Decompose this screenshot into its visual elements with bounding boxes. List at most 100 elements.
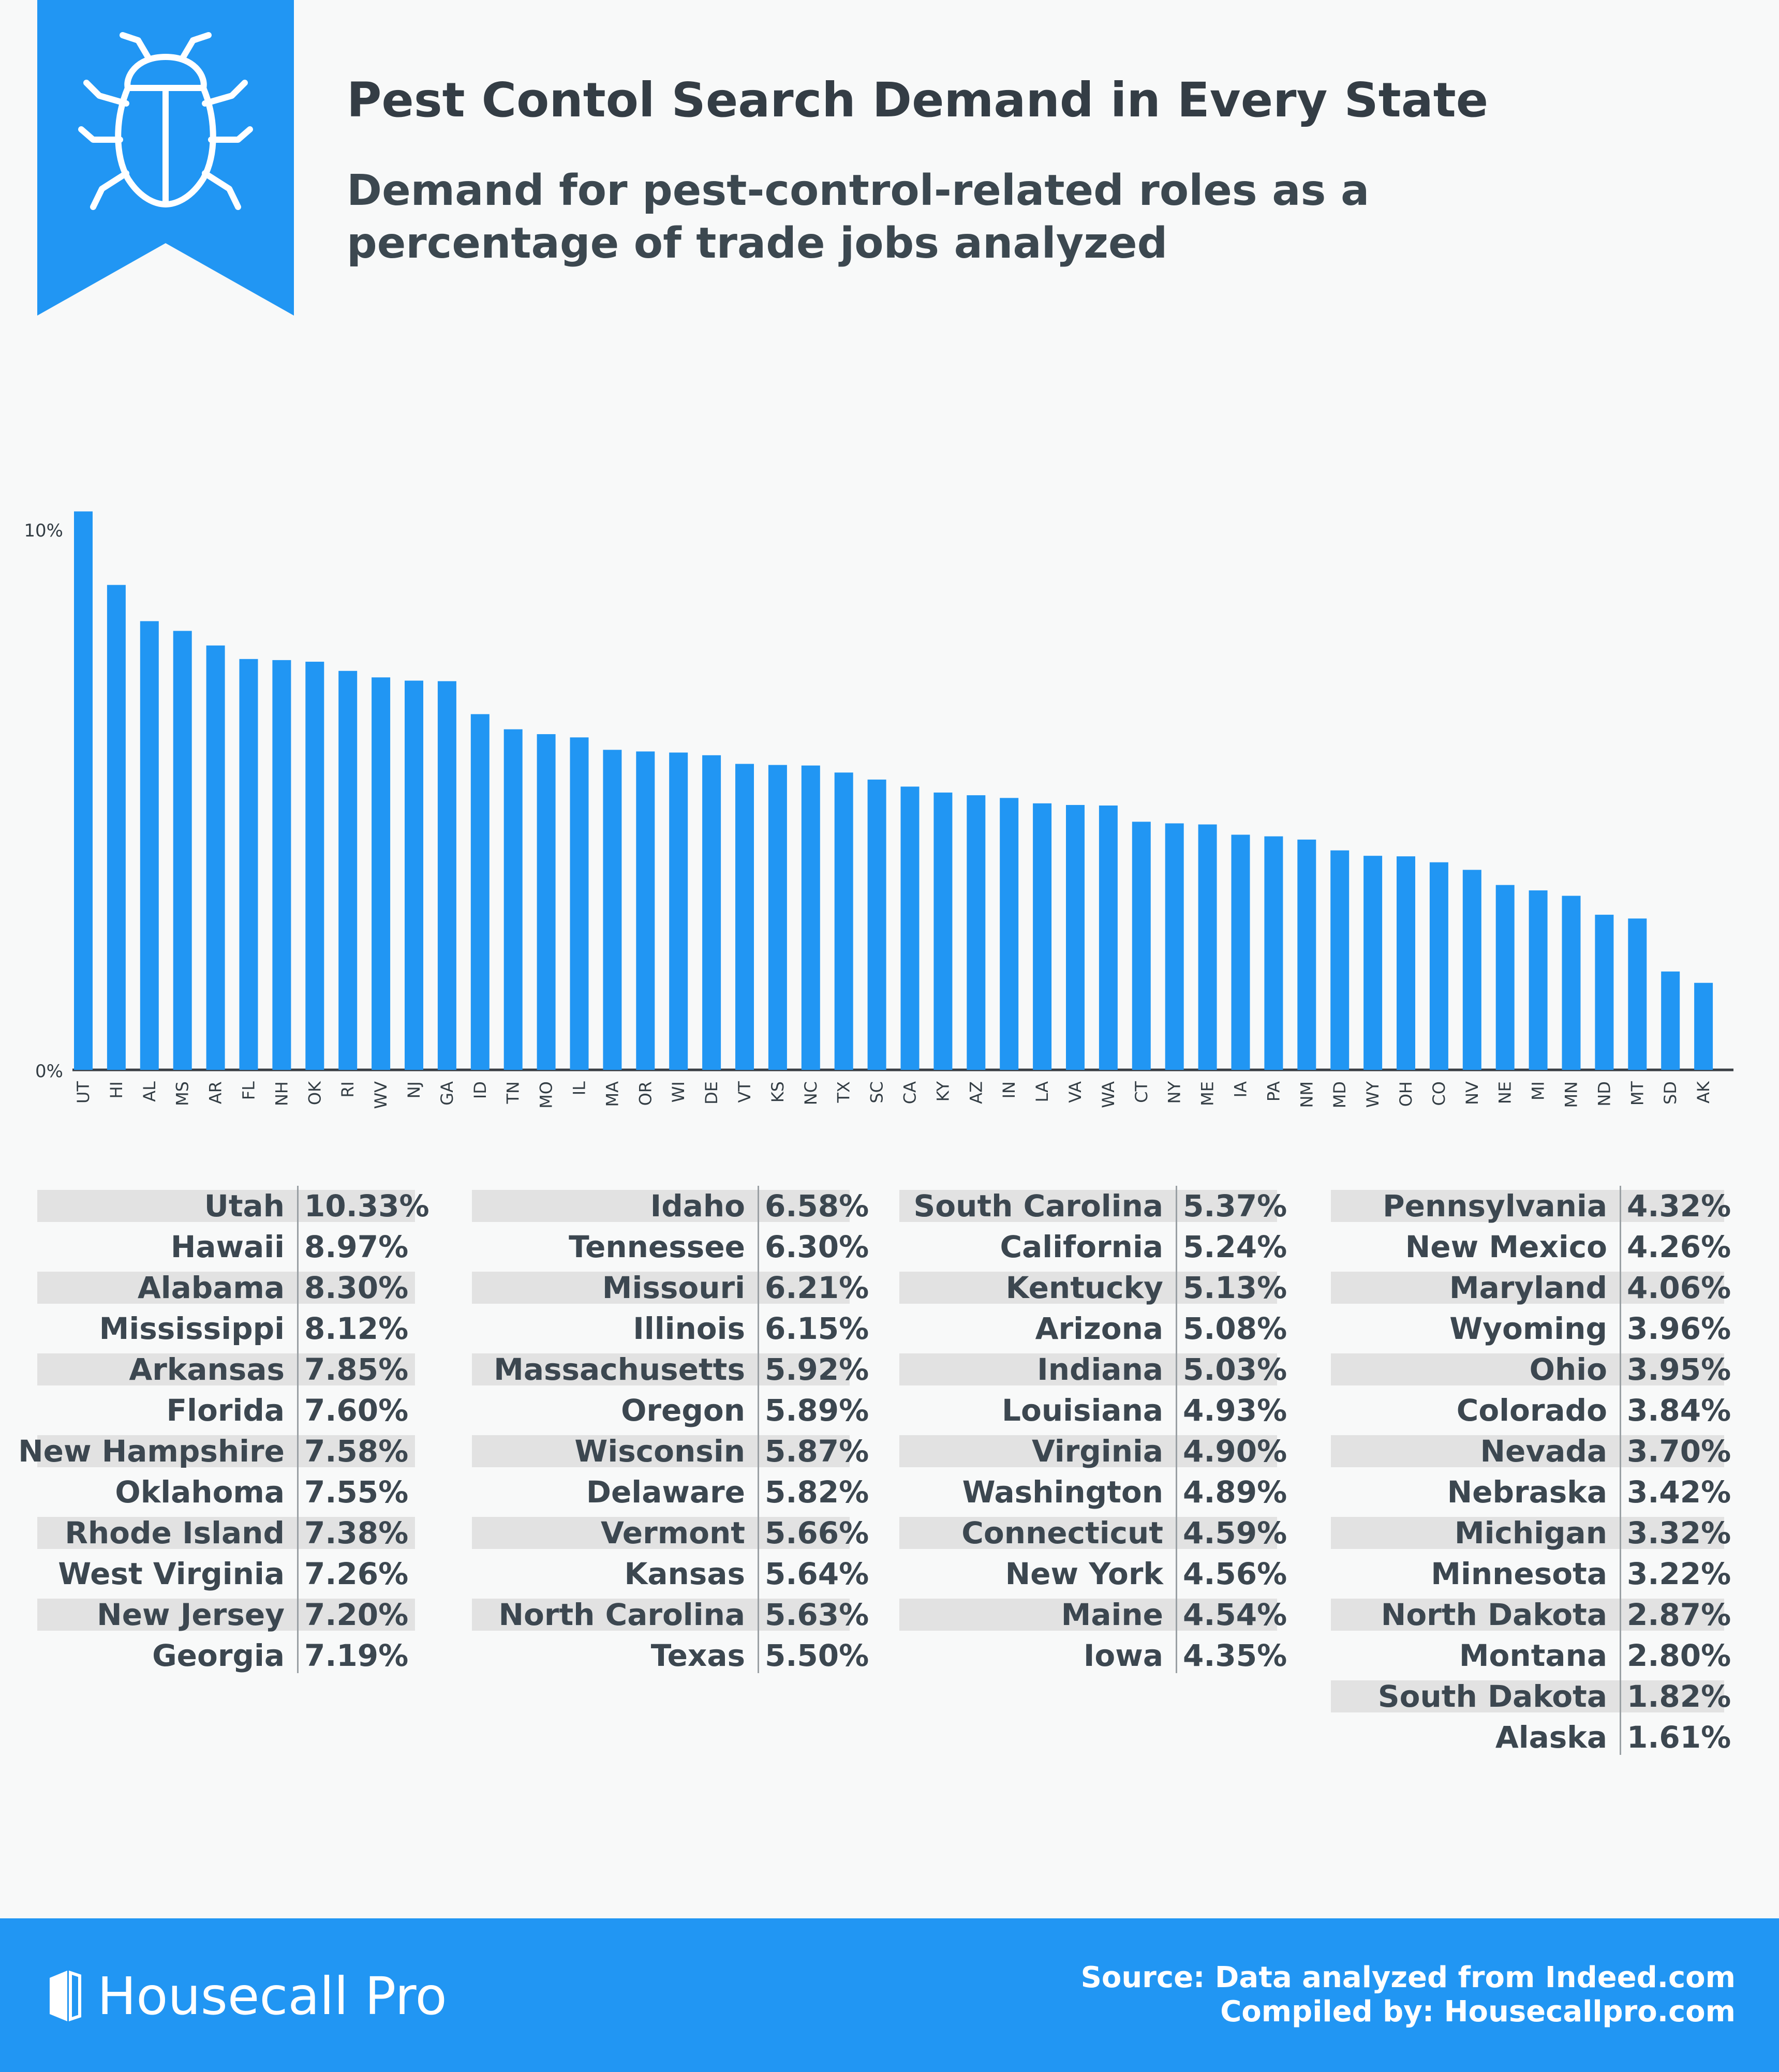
state-name: Oklahoma xyxy=(115,1474,285,1510)
x-tick-label: NC xyxy=(801,1081,821,1105)
state-percentage: 10.33% xyxy=(304,1188,429,1224)
table-row: Pennsylvania 4.32% xyxy=(1331,1186,1731,1227)
table-row: Arizona 5.08% xyxy=(899,1308,1287,1349)
bar-ma xyxy=(603,750,622,1070)
row-stripe xyxy=(899,1272,1277,1304)
bar-sd xyxy=(1661,971,1680,1070)
x-tick-label: MA xyxy=(602,1081,622,1107)
state-percentage: 2.80% xyxy=(1627,1638,1731,1673)
table-row: New Hampshire 7.58% xyxy=(18,1431,415,1472)
page-subtitle: Demand for pest-control-related roles as… xyxy=(347,166,1370,268)
state-name: Iowa xyxy=(1083,1638,1163,1673)
state-percentage: 3.22% xyxy=(1627,1556,1731,1591)
table-row: New Jersey 7.20% xyxy=(37,1594,415,1635)
bar-ct xyxy=(1132,822,1151,1070)
table-row: Nebraska 3.42% xyxy=(1331,1472,1731,1513)
x-tick-label: CO xyxy=(1429,1081,1449,1106)
state-percentage: 4.56% xyxy=(1183,1556,1287,1591)
table-row: Oregon 5.89% xyxy=(472,1390,869,1431)
state-percentage: 3.84% xyxy=(1627,1393,1731,1428)
x-tick-label: ID xyxy=(470,1081,490,1099)
table-row: Louisiana 4.93% xyxy=(899,1390,1287,1431)
table-row: South Dakota 1.82% xyxy=(1331,1676,1731,1717)
x-tick-label: AK xyxy=(1694,1081,1713,1104)
state-percentage: 7.19% xyxy=(304,1638,409,1673)
x-tick-label: TX xyxy=(834,1081,854,1103)
bar-va xyxy=(1066,804,1085,1070)
row-stripe xyxy=(1331,1680,1724,1712)
x-tick-label: SD xyxy=(1661,1081,1680,1105)
state-name: New Mexico xyxy=(1405,1229,1607,1264)
bar-or xyxy=(636,751,655,1070)
bar-mo xyxy=(537,734,556,1070)
x-tick-label: AZ xyxy=(966,1081,986,1104)
row-stripe xyxy=(37,1353,415,1385)
x-tick-label: ND xyxy=(1594,1081,1614,1107)
state-name: Mississippi xyxy=(99,1311,285,1346)
state-percentage: 7.60% xyxy=(304,1393,409,1428)
table-row: Hawaii 8.97% xyxy=(37,1227,415,1268)
table-row: Idaho 6.58% xyxy=(472,1186,869,1227)
state-percentage: 3.70% xyxy=(1627,1434,1731,1469)
state-name: Wisconsin xyxy=(574,1434,745,1469)
state-name: Minnesota xyxy=(1431,1556,1607,1591)
x-tick-label: VT xyxy=(735,1081,754,1103)
state-percentage: 5.08% xyxy=(1183,1311,1287,1346)
bar-in xyxy=(1000,798,1019,1070)
x-tick-label: TN xyxy=(503,1081,523,1104)
x-tick-label: RI xyxy=(338,1081,358,1098)
state-name: Tennessee xyxy=(569,1229,745,1264)
x-tick-label: CT xyxy=(1132,1081,1151,1103)
state-name: Maine xyxy=(1061,1597,1163,1632)
table-row: West Virginia 7.26% xyxy=(37,1554,415,1594)
state-percentage: 2.87% xyxy=(1627,1597,1731,1632)
x-tick-label: LA xyxy=(1032,1081,1052,1102)
bug-icon xyxy=(78,32,253,210)
state-percentage: 3.42% xyxy=(1627,1474,1731,1510)
state-percentage: 4.35% xyxy=(1183,1638,1287,1673)
bar-mt xyxy=(1628,918,1647,1070)
state-name: New Hampshire xyxy=(18,1434,285,1469)
state-percentage: 5.82% xyxy=(765,1474,869,1510)
bar-hi xyxy=(107,585,126,1070)
state-percentage: 5.03% xyxy=(1183,1352,1287,1387)
table-row: Minnesota 3.22% xyxy=(1331,1554,1731,1594)
state-name: Arizona xyxy=(1035,1311,1163,1346)
source-credits: Source: Data analyzed from Indeed.com Co… xyxy=(1081,1961,1736,2029)
state-percentage: 4.06% xyxy=(1627,1270,1731,1305)
bar-ms xyxy=(173,631,192,1070)
bar-la xyxy=(1033,803,1052,1070)
table-row: Ohio 3.95% xyxy=(1331,1349,1731,1390)
state-percentage: 7.38% xyxy=(304,1515,409,1551)
column-divider xyxy=(1620,1186,1621,1755)
table-row: Alaska 1.61% xyxy=(1331,1717,1731,1758)
x-tick-label: NY xyxy=(1165,1081,1184,1104)
state-percentage: 3.95% xyxy=(1627,1352,1731,1387)
row-stripe xyxy=(472,1190,850,1222)
row-stripe xyxy=(899,1517,1277,1549)
row-stripe xyxy=(37,1599,415,1631)
bar-ak xyxy=(1694,982,1713,1070)
table-row: Florida 7.60% xyxy=(37,1390,415,1431)
row-stripe xyxy=(37,1190,415,1222)
state-percentage: 5.50% xyxy=(765,1638,869,1673)
bar-nh xyxy=(272,660,291,1070)
table-row: Oklahoma 7.55% xyxy=(37,1472,415,1513)
x-tick-label: KY xyxy=(933,1081,953,1102)
state-percentage: 6.15% xyxy=(765,1311,869,1346)
x-tick-label: UT xyxy=(73,1081,93,1104)
row-stripe xyxy=(899,1435,1277,1467)
compiled-line: Compiled by: Housecallpro.com xyxy=(1220,1995,1736,2029)
row-stripe xyxy=(1331,1272,1724,1304)
table-row: Massachusetts 5.92% xyxy=(472,1349,869,1390)
state-name: Idaho xyxy=(650,1188,745,1224)
state-name: Wyoming xyxy=(1449,1311,1607,1346)
bar-ok xyxy=(305,662,324,1070)
table-row: Illinois 6.15% xyxy=(472,1308,869,1349)
x-tick-label: SC xyxy=(867,1081,887,1104)
state-name: Utah xyxy=(204,1188,285,1224)
x-tick-label: DE xyxy=(702,1081,721,1105)
state-name: Kansas xyxy=(624,1556,745,1591)
state-percentage: 5.37% xyxy=(1183,1188,1287,1224)
table-row: North Dakota 2.87% xyxy=(1331,1594,1731,1635)
